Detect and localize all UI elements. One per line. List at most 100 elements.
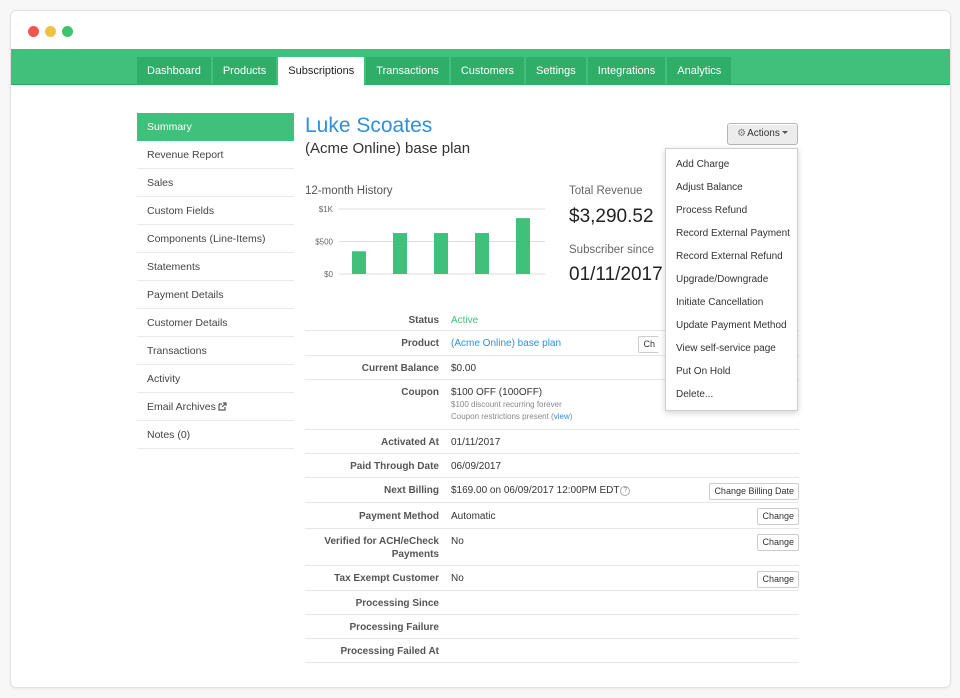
sidebar-item-revenue-report[interactable]: Revenue Report (137, 141, 294, 169)
sidebar-item-sales[interactable]: Sales (137, 169, 294, 197)
revenue-summary: Total Revenue $3,290.52 Subscriber since… (569, 185, 663, 286)
menu-item-initiate-cancellation[interactable]: Initiate Cancellation (676, 297, 764, 308)
sidebar-item-email-archives[interactable]: Email Archives (137, 393, 294, 421)
next-billing-value: $169.00 on 06/09/2017 12:00PM EDT (451, 485, 620, 496)
sidebar-item-custom-fields[interactable]: Custom Fields (137, 197, 294, 225)
maximize-window-button[interactable] (62, 26, 73, 37)
sidebar-item-transactions[interactable]: Transactions (137, 337, 294, 365)
tax-exempt-value: No (451, 573, 464, 584)
change-payment-method-button[interactable]: Change (757, 508, 799, 525)
menu-item-record-external-refund[interactable]: Record External Refund (676, 251, 783, 262)
chart-bar[interactable] (434, 233, 448, 274)
coupon-note: $100 discount recurring forever (451, 400, 562, 409)
menu-item-record-external-payment[interactable]: Record External Payment (676, 228, 790, 239)
payment-method-value: Automatic (451, 511, 496, 522)
gear-icon: ⚙ (737, 128, 747, 139)
menu-item-process-refund[interactable]: Process Refund (676, 205, 748, 216)
detail-row-processing-failed-at: Processing Failed At (305, 639, 799, 663)
activated-at-value: 01/11/2017 (451, 437, 501, 448)
tab-subscriptions[interactable]: Subscriptions (278, 57, 365, 85)
actions-dropdown: Add Charge Adjust Balance Process Refund… (665, 148, 798, 411)
tab-customers[interactable]: Customers (450, 57, 525, 85)
coupon-restrictions: Coupon restrictions present (view) (451, 412, 573, 421)
current-balance-value: $0.00 (451, 363, 477, 374)
detail-row-processing-failure: Processing Failure (305, 615, 799, 639)
history-title: 12-month History (305, 185, 393, 197)
chart-y-tick-label: $1K (319, 205, 334, 214)
change-billing-date-button[interactable]: Change Billing Date (709, 483, 799, 500)
customer-name[interactable]: Luke Scoates (305, 114, 433, 137)
tab-analytics[interactable]: Analytics (667, 57, 732, 85)
processing-failed-at-value (445, 639, 799, 662)
chart-y-tick-label: $500 (315, 238, 333, 247)
verified-ach-value: No (451, 536, 464, 547)
tax-exempt-label: Tax Exempt Customer (334, 573, 439, 584)
product-link[interactable]: (Acme Online) base plan (451, 338, 562, 349)
menu-item-update-payment-method[interactable]: Update Payment Method (676, 320, 787, 331)
menu-item-upgrade-downgrade[interactable]: Upgrade/Downgrade (676, 274, 769, 285)
payment-method-label: Payment Method (358, 511, 439, 522)
top-navbar: Dashboard Products Subscriptions Transac… (11, 49, 950, 85)
chevron-down-icon (781, 131, 788, 134)
sidebar-item-label: Email Archives (147, 401, 216, 413)
app-window: Dashboard Products Subscriptions Transac… (10, 10, 951, 688)
subscriber-since-label: Subscriber since (569, 244, 655, 256)
plan-name: (Acme Online) base plan (305, 140, 471, 157)
sidebar-item-components[interactable]: Components (Line-Items) (137, 225, 294, 253)
sidebar-item-customer-details[interactable]: Customer Details (137, 309, 294, 337)
tab-dashboard[interactable]: Dashboard (137, 57, 211, 85)
close-window-button[interactable] (28, 26, 39, 37)
chart-bar[interactable] (475, 233, 489, 274)
chart-bar[interactable] (393, 233, 407, 274)
detail-row-processing-since: Processing Since (305, 591, 799, 615)
main-content: Luke Scoates (Acme Online) base plan 12-… (305, 113, 799, 663)
menu-item-delete[interactable]: Delete... (676, 389, 714, 400)
paid-through-label: Paid Through Date (350, 461, 439, 472)
change-verified-ach-button[interactable]: Change (757, 534, 799, 551)
processing-failed-at-label: Processing Failed At (340, 646, 439, 657)
window-titlebar (11, 11, 950, 49)
sidebar-item-payment-details[interactable]: Payment Details (137, 281, 294, 309)
minimize-window-button[interactable] (45, 26, 56, 37)
next-billing-label: Next Billing (383, 485, 439, 496)
sidebar-item-notes[interactable]: Notes (0) (137, 421, 294, 449)
menu-item-add-charge[interactable]: Add Charge (676, 159, 730, 170)
chart-bar[interactable] (352, 251, 366, 274)
current-balance-label: Current Balance (361, 363, 439, 374)
menu-item-put-on-hold[interactable]: Put On Hold (676, 366, 731, 377)
sidebar-item-statements[interactable]: Statements (137, 253, 294, 281)
detail-row-next-billing: Next Billing $169.00 on 06/09/2017 12:00… (305, 478, 799, 503)
chart-bar[interactable] (516, 218, 530, 274)
tab-products[interactable]: Products (212, 57, 277, 85)
detail-row-verified-ach: Verified for ACH/eCheck Payments No Chang… (305, 529, 799, 566)
processing-since-value (445, 591, 799, 614)
external-link-icon (218, 394, 227, 411)
activated-at-label: Activated At (381, 437, 439, 448)
tab-integrations[interactable]: Integrations (587, 57, 666, 85)
coupon-label: Coupon (401, 387, 439, 398)
total-revenue-label: Total Revenue (569, 185, 643, 197)
sidebar-item-summary[interactable]: Summary (137, 113, 294, 141)
detail-row-coupon: Coupon $100 OFF (100OFF) $100 discount r… (305, 380, 799, 430)
change-tax-exempt-button[interactable]: Change (757, 571, 799, 588)
product-label: Product (401, 338, 439, 349)
detail-row-current-balance: Current Balance $0.00 (305, 356, 799, 380)
menu-item-adjust-balance[interactable]: Adjust Balance (676, 182, 743, 193)
change-product-button[interactable]: Ch (638, 336, 659, 353)
menu-item-view-self-service[interactable]: View self-service page (676, 343, 776, 354)
nav-tabs: Dashboard Products Subscriptions Transac… (137, 57, 732, 85)
verified-ach-label: Verified for ACH/eCheck Payments (324, 536, 439, 560)
tab-settings[interactable]: Settings (526, 57, 586, 85)
detail-row-payment-method: Payment Method Automatic Change (305, 503, 799, 529)
detail-row-status: Status Active (305, 307, 799, 331)
view-restrictions-link[interactable]: view (553, 412, 570, 421)
processing-failure-value (445, 615, 799, 638)
actions-label: Actions (747, 128, 780, 139)
help-icon[interactable]: ? (620, 486, 631, 496)
history-chart: $1K $500 $0 (315, 205, 545, 279)
detail-row-tax-exempt: Tax Exempt Customer No Change (305, 566, 799, 591)
sidebar-item-activity[interactable]: Activity (137, 365, 294, 393)
total-revenue-value: $3,290.52 (569, 206, 654, 227)
actions-button[interactable]: ⚙Actions (727, 123, 798, 145)
tab-transactions[interactable]: Transactions (366, 57, 449, 85)
